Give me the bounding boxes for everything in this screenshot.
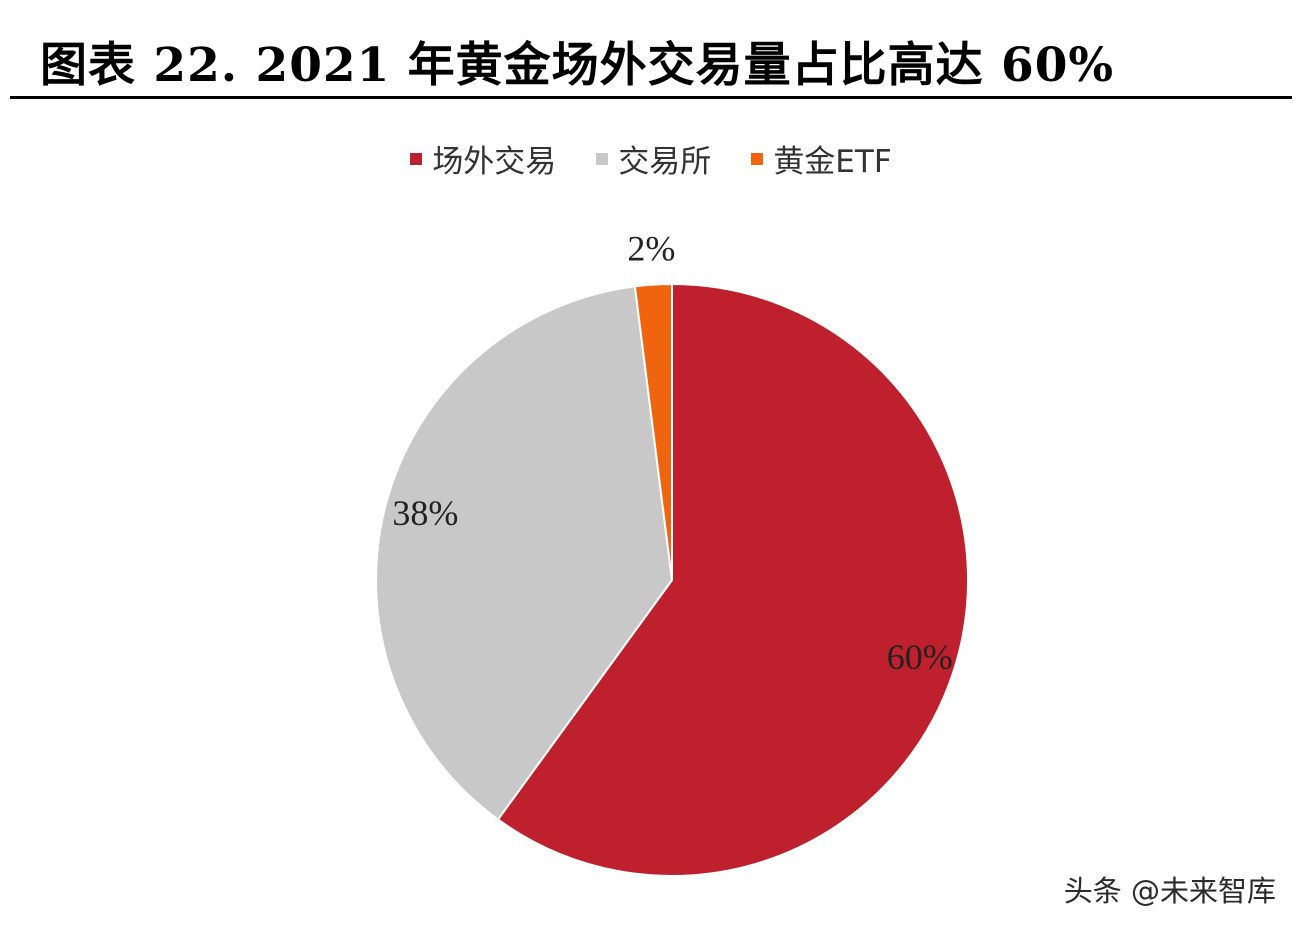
legend-label-otc: 场外交易 [432,144,557,180]
pie-data-labels: 60% 38% 2% [392,228,952,676]
legend-swatch-gold-etf [751,152,764,165]
pie-slices [375,282,969,877]
chart-title: 图表 22. 2021 年黄金场外交易量占比高达 60% [40,38,1115,93]
data-label-exchange: 38% [392,493,458,533]
pie-slice-gold-etf [633,282,673,581]
legend-item-gold-etf: 黄金ETF [751,136,892,181]
legend-label-exchange: 交易所 [618,144,712,180]
watermark: 头条 @未来智库 [1063,874,1276,908]
legend-swatch-otc [410,152,423,165]
pie-slice-exchange [375,285,674,821]
pie-slice-otc [496,282,969,877]
data-label-otc: 60% [887,637,953,677]
legend-item-otc: 场外交易 [410,136,556,181]
legend-swatch-exchange [596,152,609,165]
title-underline [10,96,1292,99]
data-label-gold-etf: 2% [627,228,675,268]
legend-label-gold-etf: 黄金ETF [773,144,892,180]
legend-item-exchange: 交易所 [596,136,711,181]
legend: 场外交易 交易所 黄金ETF [0,136,1302,181]
